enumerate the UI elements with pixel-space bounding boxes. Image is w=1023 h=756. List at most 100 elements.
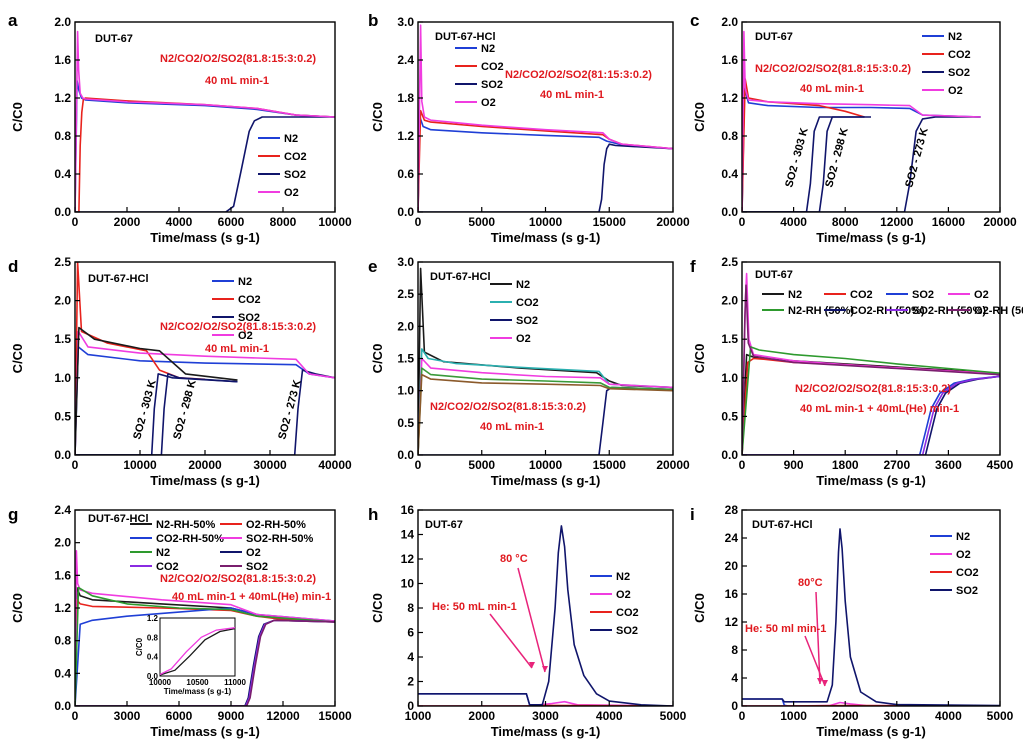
- x-tick-label: 12000: [880, 215, 914, 229]
- legend-entry: CO2-RH (50%): [850, 305, 925, 317]
- x-tick-label: 10000: [529, 458, 563, 472]
- series-line-o2: [418, 357, 673, 455]
- series-group: [75, 30, 335, 212]
- x-tick-label: 10000: [123, 458, 157, 472]
- legend-entry: CO2: [516, 297, 539, 309]
- x-axis-label: Time/mass (s g-1): [491, 724, 601, 739]
- y-tick-label: 1.2: [54, 91, 71, 105]
- x-tick-label: 0: [72, 709, 79, 723]
- legend-entry: CO2: [850, 289, 873, 301]
- legend-entry: CO2: [956, 567, 979, 579]
- y-tick-label: 12: [401, 552, 415, 566]
- condition-annotation: 40 mL min-1: [800, 83, 864, 95]
- y-tick-label: 0.4: [721, 167, 738, 181]
- inset-series-line: [159, 627, 236, 676]
- series-group: [418, 24, 673, 212]
- y-axis-label: C/C0: [370, 344, 385, 374]
- x-axis-label: Time/mass (s g-1): [150, 230, 260, 245]
- legend-entry: N2: [481, 43, 495, 55]
- x-axis-label: Time/mass (s g-1): [816, 473, 926, 488]
- legend-entry: SO2: [238, 312, 260, 324]
- condition-annotation: N2/CO2/O2/SO2(81.8:15:3:0.2): [430, 401, 586, 413]
- series-group: [742, 272, 1000, 455]
- legend-entry: O2: [481, 97, 496, 109]
- y-tick-label: 8: [731, 643, 738, 657]
- series-line-so2-rh-50-: [742, 375, 1000, 455]
- condition-annotation: 80°C: [798, 577, 823, 589]
- annotation-arrow: [489, 613, 533, 669]
- series-line-so2: [418, 525, 673, 706]
- x-tick-label: 5000: [987, 709, 1014, 723]
- legend-entry: SO2: [246, 561, 268, 573]
- x-tick-label: 20000: [188, 458, 222, 472]
- condition-annotation: 80 °C: [500, 553, 528, 565]
- legend-entry: O2: [246, 547, 261, 559]
- sample-title: DUT-67: [95, 33, 133, 45]
- panel-c: 0 4000 8000 12000 16000 20000 0.0 0.4 0.8 1.2 1.6 2…: [690, 11, 1017, 245]
- y-tick-label: 2.0: [721, 294, 738, 308]
- x-tick-label: 0: [739, 709, 746, 723]
- series-line-so2: [75, 116, 335, 212]
- y-tick-label: 1.6: [721, 53, 738, 67]
- y-tick-label: 10: [401, 577, 415, 591]
- plot-frame: [74, 21, 336, 213]
- condition-annotation: N2/CO2/O2/SO2(81.8:15:3:0.2): [795, 383, 951, 395]
- x-tick-label: 0: [739, 215, 746, 229]
- series-line-so2-273-k-: [742, 116, 981, 212]
- x-tick-label: 20000: [656, 458, 690, 472]
- y-tick-label: 0: [407, 699, 414, 713]
- x-tick-label: 9000: [218, 709, 245, 723]
- y-tick-label: 0.0: [721, 448, 738, 462]
- legend-entry: N2-RH-50%: [156, 519, 216, 531]
- condition-annotation: N2/CO2/O2/SO2(81.8:15:3:0.2): [160, 573, 316, 585]
- x-tick-label: 0: [72, 215, 79, 229]
- x-axis-label: Time/mass (s g-1): [491, 473, 601, 488]
- legend-entry: CO2: [948, 49, 971, 61]
- y-tick-label: 0.0: [54, 699, 71, 713]
- temperature-annotation: SO2 - 273 K: [903, 127, 930, 189]
- plot-frame: [741, 261, 1001, 456]
- x-tick-label: 2000: [832, 709, 859, 723]
- y-tick-label: 2.0: [721, 15, 738, 29]
- series-group: [418, 267, 673, 455]
- y-tick-label: 0.5: [54, 409, 71, 423]
- plot-frame: [417, 261, 674, 456]
- x-tick-label: 3000: [883, 709, 910, 723]
- series-line-so2: [418, 143, 673, 212]
- y-tick-label: 1.0: [721, 371, 738, 385]
- x-tick-label: 4500: [987, 458, 1014, 472]
- y-tick-label: 0.0: [54, 448, 71, 462]
- x-tick-label: 3000: [114, 709, 141, 723]
- panel-letter: g: [8, 505, 18, 524]
- y-tick-label: 0.8: [54, 129, 71, 143]
- legend-entry: CO2: [238, 294, 261, 306]
- legend-entry: N2: [238, 276, 252, 288]
- legend-entry: SO2: [616, 625, 638, 637]
- y-tick-label: 1.2: [54, 601, 71, 615]
- y-tick-label: 1.8: [397, 91, 414, 105]
- arrow-head: [529, 662, 535, 668]
- y-axis-label: C/C0: [10, 593, 25, 623]
- y-tick-label: 8: [407, 601, 414, 615]
- sample-title: DUT-67: [755, 31, 793, 43]
- y-axis-label: C/C0: [10, 102, 25, 132]
- x-tick-label: 2000: [114, 215, 141, 229]
- condition-annotation: He: 50 mL min-1: [432, 601, 517, 613]
- legend-entry: N2: [616, 571, 630, 583]
- x-tick-label: 4000: [935, 709, 962, 723]
- x-tick-label: 8000: [832, 215, 859, 229]
- y-tick-label: 6: [407, 626, 414, 640]
- y-axis-label: C/C0: [370, 593, 385, 623]
- y-tick-label: 0.6: [397, 167, 414, 181]
- plot-frame: [741, 509, 1001, 707]
- legend-entry: SO2-RH-50%: [246, 533, 314, 545]
- x-tick-label: 3600: [935, 458, 962, 472]
- plot-frame: [417, 21, 674, 213]
- x-tick-label: 0: [72, 458, 79, 472]
- panel-letter: e: [368, 257, 377, 276]
- x-tick-label: 3000: [532, 709, 559, 723]
- y-axis-label: C/C0: [692, 102, 707, 132]
- panel-i: 0 1000 2000 3000 4000 5000 0 4 8 12 16 20 24 28 Time/m…: [690, 503, 1014, 739]
- y-tick-label: 1.5: [54, 332, 71, 346]
